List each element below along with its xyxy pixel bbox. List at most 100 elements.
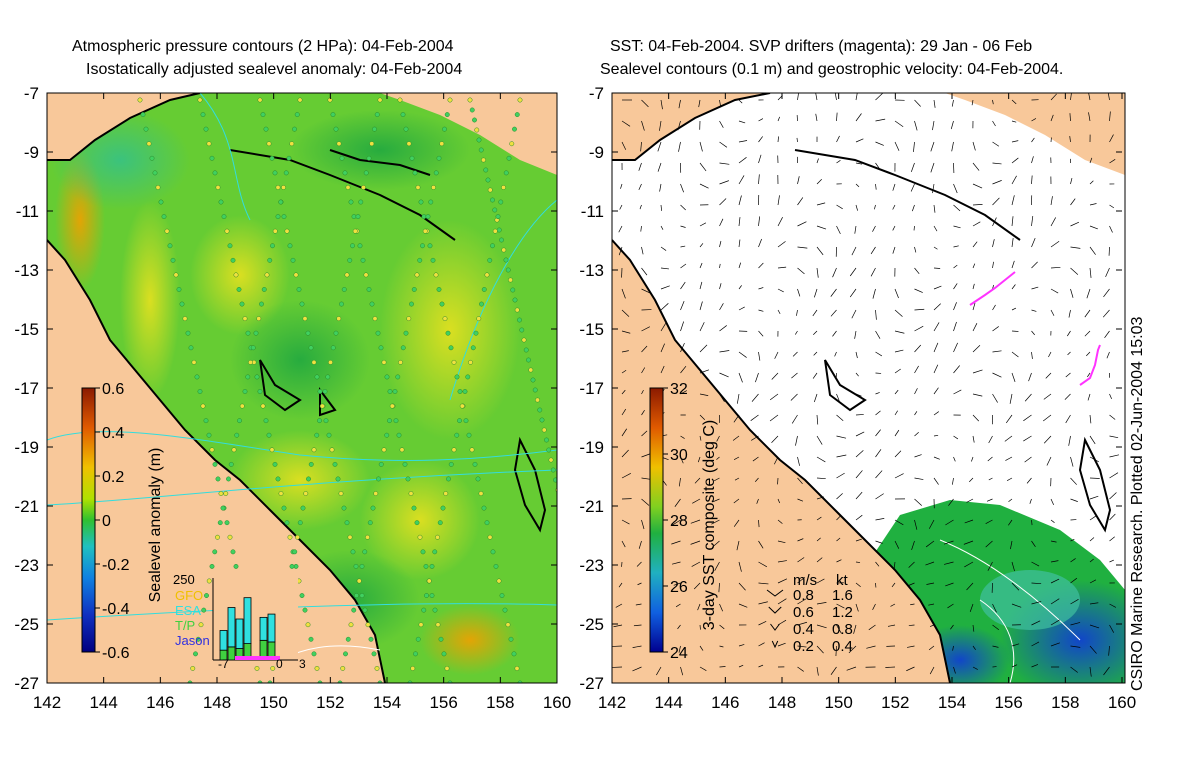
- altimeter-sample: [409, 301, 414, 307]
- altimeter-sample: [485, 177, 491, 183]
- velocity-arrow: [697, 603, 701, 611]
- velocity-arrow: [1089, 456, 1099, 463]
- velocity-arrow: [1050, 619, 1060, 626]
- speed-legend-header-ms: m/s: [793, 572, 817, 589]
- left-lat-tick-label: -11: [16, 202, 39, 221]
- velocity-arrow: [660, 343, 665, 353]
- velocity-arrow: [892, 183, 896, 191]
- velocity-arrow: [914, 246, 917, 253]
- altimeter-sample: [269, 155, 275, 161]
- velocity-arrow: [699, 393, 709, 396]
- altimeter-sample: [459, 403, 465, 409]
- anomaly-patch: [290, 110, 470, 190]
- velocity-arrow: [733, 519, 740, 527]
- velocity-arrow: [1011, 238, 1014, 248]
- velocity-arrow: [914, 99, 921, 107]
- right-lat-tick-label: -19: [579, 438, 604, 457]
- velocity-arrow: [988, 477, 993, 481]
- velocity-arrow: [1084, 330, 1091, 337]
- velocity-arrow: [816, 456, 826, 463]
- altimeter-sample: [436, 287, 442, 292]
- velocity-arrow: [914, 308, 925, 311]
- velocity-arrow: [832, 330, 837, 337]
- velocity-arrow: [738, 351, 747, 358]
- altimeter-sample: [378, 345, 384, 351]
- velocity-arrow: [1031, 351, 1033, 359]
- velocity-arrow: [660, 246, 667, 251]
- velocity-arrow: [620, 183, 623, 189]
- altimeter-sample: [317, 418, 322, 424]
- right-lat-tick-label: -13: [579, 261, 604, 280]
- altimeter-sample: [363, 170, 369, 176]
- altimeter-sample: [395, 374, 401, 380]
- velocity-arrow: [1089, 602, 1099, 605]
- velocity-arrow: [694, 477, 701, 484]
- right-lat-tick-label: -15: [579, 320, 604, 339]
- coastline: [47, 93, 201, 161]
- altimeter-sample: [198, 622, 204, 628]
- velocity-arrow: [836, 603, 845, 609]
- altimeter-sample: [233, 272, 239, 278]
- velocity-arrow: [777, 498, 781, 504]
- velocity-arrow: [777, 216, 783, 227]
- altimeter-sample: [272, 461, 278, 467]
- velocity-arrow: [987, 456, 993, 462]
- velocity-arrow: [1031, 561, 1040, 567]
- velocity-arrow: [758, 238, 762, 248]
- velocity-arrow: [677, 624, 681, 630]
- altimeter-sample: [305, 330, 311, 336]
- altimeter-sample: [370, 505, 376, 511]
- altimeter-sample: [528, 367, 534, 373]
- velocity-arrow: [933, 204, 936, 213]
- inset-legend-entry: T/P: [175, 618, 195, 633]
- altimeter-sample: [431, 185, 436, 190]
- velocity-arrow: [985, 540, 993, 548]
- velocity-arrow: [816, 246, 824, 256]
- velocity-arrow: [992, 624, 1000, 631]
- velocity-arrow: [796, 309, 798, 316]
- altimeter-sample: [481, 287, 487, 292]
- altimeter-sample: [418, 199, 424, 205]
- velocity-arrow: [894, 389, 899, 395]
- velocity-arrow: [1031, 664, 1039, 668]
- anomaly-colorbar-tick-label: -0.4: [102, 601, 130, 618]
- altimeter-sample: [490, 549, 496, 555]
- altimeter-sample: [283, 170, 289, 176]
- velocity-arrow: [641, 99, 649, 108]
- velocity-arrow: [851, 309, 857, 319]
- altimeter-sample: [281, 505, 287, 511]
- velocity-arrow: [875, 540, 883, 544]
- altimeter-sample: [371, 651, 377, 657]
- velocity-arrow: [769, 414, 779, 422]
- altimeter-sample: [248, 359, 253, 365]
- velocity-arrow: [816, 158, 819, 164]
- velocity-arrow: [671, 519, 681, 526]
- altimeter-sample: [155, 185, 161, 190]
- altimeter-sample: [387, 418, 392, 424]
- velocity-arrow: [992, 141, 1000, 147]
- velocity-arrow: [621, 369, 627, 374]
- sst-colorbar-tick-label: 24: [670, 645, 688, 662]
- altimeter-sample: [473, 330, 479, 336]
- velocity-arrow: [641, 267, 648, 276]
- velocity-arrow: [1031, 620, 1041, 626]
- velocity-arrow: [719, 120, 724, 128]
- altimeter-sample: [272, 170, 278, 176]
- altimeter-sample: [353, 563, 359, 569]
- altimeter-sample: [354, 593, 359, 598]
- velocity-arrow: [791, 414, 798, 424]
- left-lat-tick-label: -7: [24, 84, 39, 103]
- velocity-arrow: [816, 578, 825, 584]
- velocity-arrow: [890, 603, 896, 607]
- velocity-arrow: [1108, 645, 1110, 656]
- velocity-arrow: [1050, 93, 1057, 101]
- velocity-arrow: [992, 350, 1002, 353]
- velocity-arrow: [680, 183, 684, 193]
- velocity-arrow: [1011, 157, 1019, 164]
- altimeter-sample: [508, 277, 513, 283]
- altimeter-sample: [158, 199, 164, 205]
- velocity-arrow: [816, 666, 819, 676]
- velocity-arrow: [913, 141, 915, 152]
- velocity-arrow: [816, 178, 822, 185]
- altimeter-sample: [275, 476, 281, 482]
